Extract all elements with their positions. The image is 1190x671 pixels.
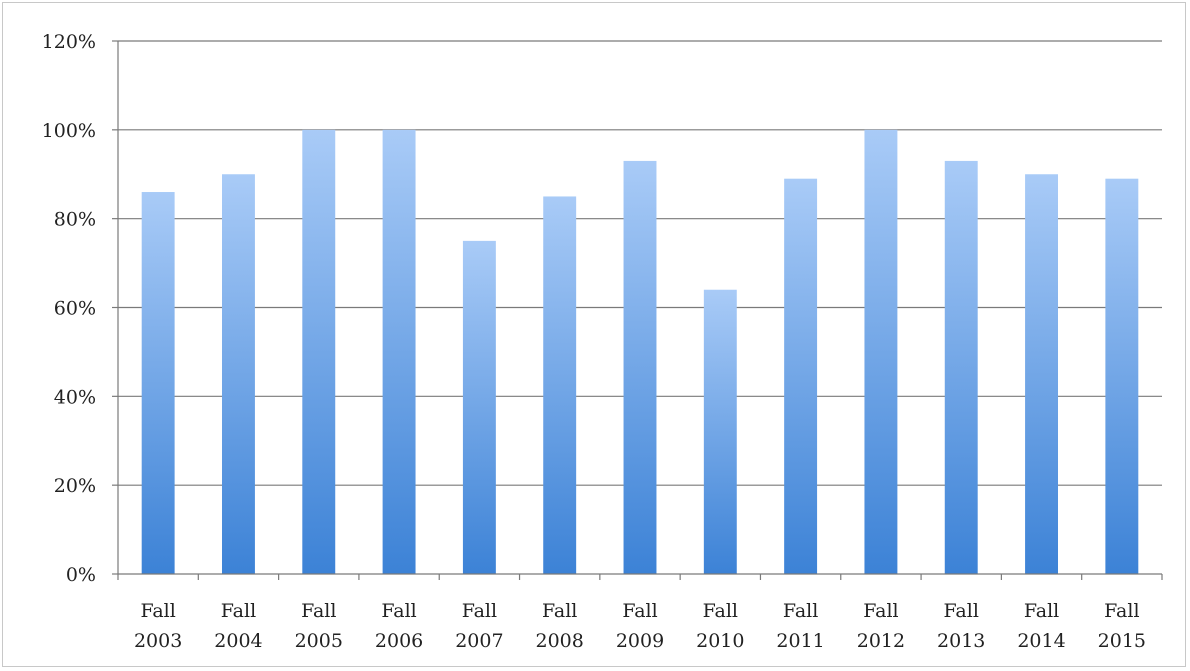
x-tick-label: Fall 2005	[295, 600, 343, 652]
x-tick-label: Fall 2003	[134, 600, 182, 652]
y-tick-label: 120%	[42, 31, 96, 53]
y-tick-label: 80%	[54, 209, 96, 231]
bar-Fall-2014	[1025, 174, 1059, 574]
bar-Fall-2012	[864, 129, 898, 575]
bar-Fall-2008	[543, 196, 577, 575]
x-tick-label: Fall 2012	[857, 600, 905, 652]
x-tick-label: Fall 2010	[696, 600, 744, 652]
bar-Fall-2006	[382, 129, 416, 575]
bar-Fall-2010	[703, 289, 737, 574]
bar-Fall-2003	[141, 192, 175, 574]
y-tick-label: 0%	[66, 564, 96, 586]
x-tick-label: Fall 2013	[937, 600, 985, 652]
bar-Fall-2011	[784, 178, 818, 575]
x-tick-label: Fall 2008	[536, 600, 584, 652]
y-tick-labels: 0% 20% 40% 60% 80% 100% 120%	[42, 31, 96, 586]
bar-Fall-2007	[462, 240, 496, 574]
x-tick-label: Fall 2004	[214, 600, 262, 652]
x-tick-label: Fall 2014	[1017, 600, 1065, 652]
gridlines	[118, 40, 1162, 486]
x-tick-label: Fall 2011	[776, 600, 824, 652]
y-tick-label: 40%	[54, 386, 96, 408]
x-tick-label: Fall 2015	[1098, 600, 1146, 652]
bar-Fall-2013	[944, 160, 978, 575]
x-tick-labels: Fall 2003 Fall 2004 Fall 2005 Fall 2006 Fall 2007…	[134, 600, 1146, 652]
bar-Fall-2009	[623, 160, 657, 575]
x-tick-label: Fall 2009	[616, 600, 664, 652]
bar-Fall-2004	[221, 174, 255, 574]
x-tick-label: Fall 2007	[455, 600, 503, 652]
bar-Fall-2015	[1105, 178, 1139, 575]
bar-Fall-2005	[302, 129, 336, 575]
axes	[112, 40, 1163, 580]
y-tick-label: 100%	[42, 120, 96, 142]
bars	[141, 129, 1139, 575]
y-tick-label: 60%	[54, 298, 96, 320]
x-tick-label: Fall 2006	[375, 600, 423, 652]
y-tick-label: 20%	[54, 475, 96, 497]
